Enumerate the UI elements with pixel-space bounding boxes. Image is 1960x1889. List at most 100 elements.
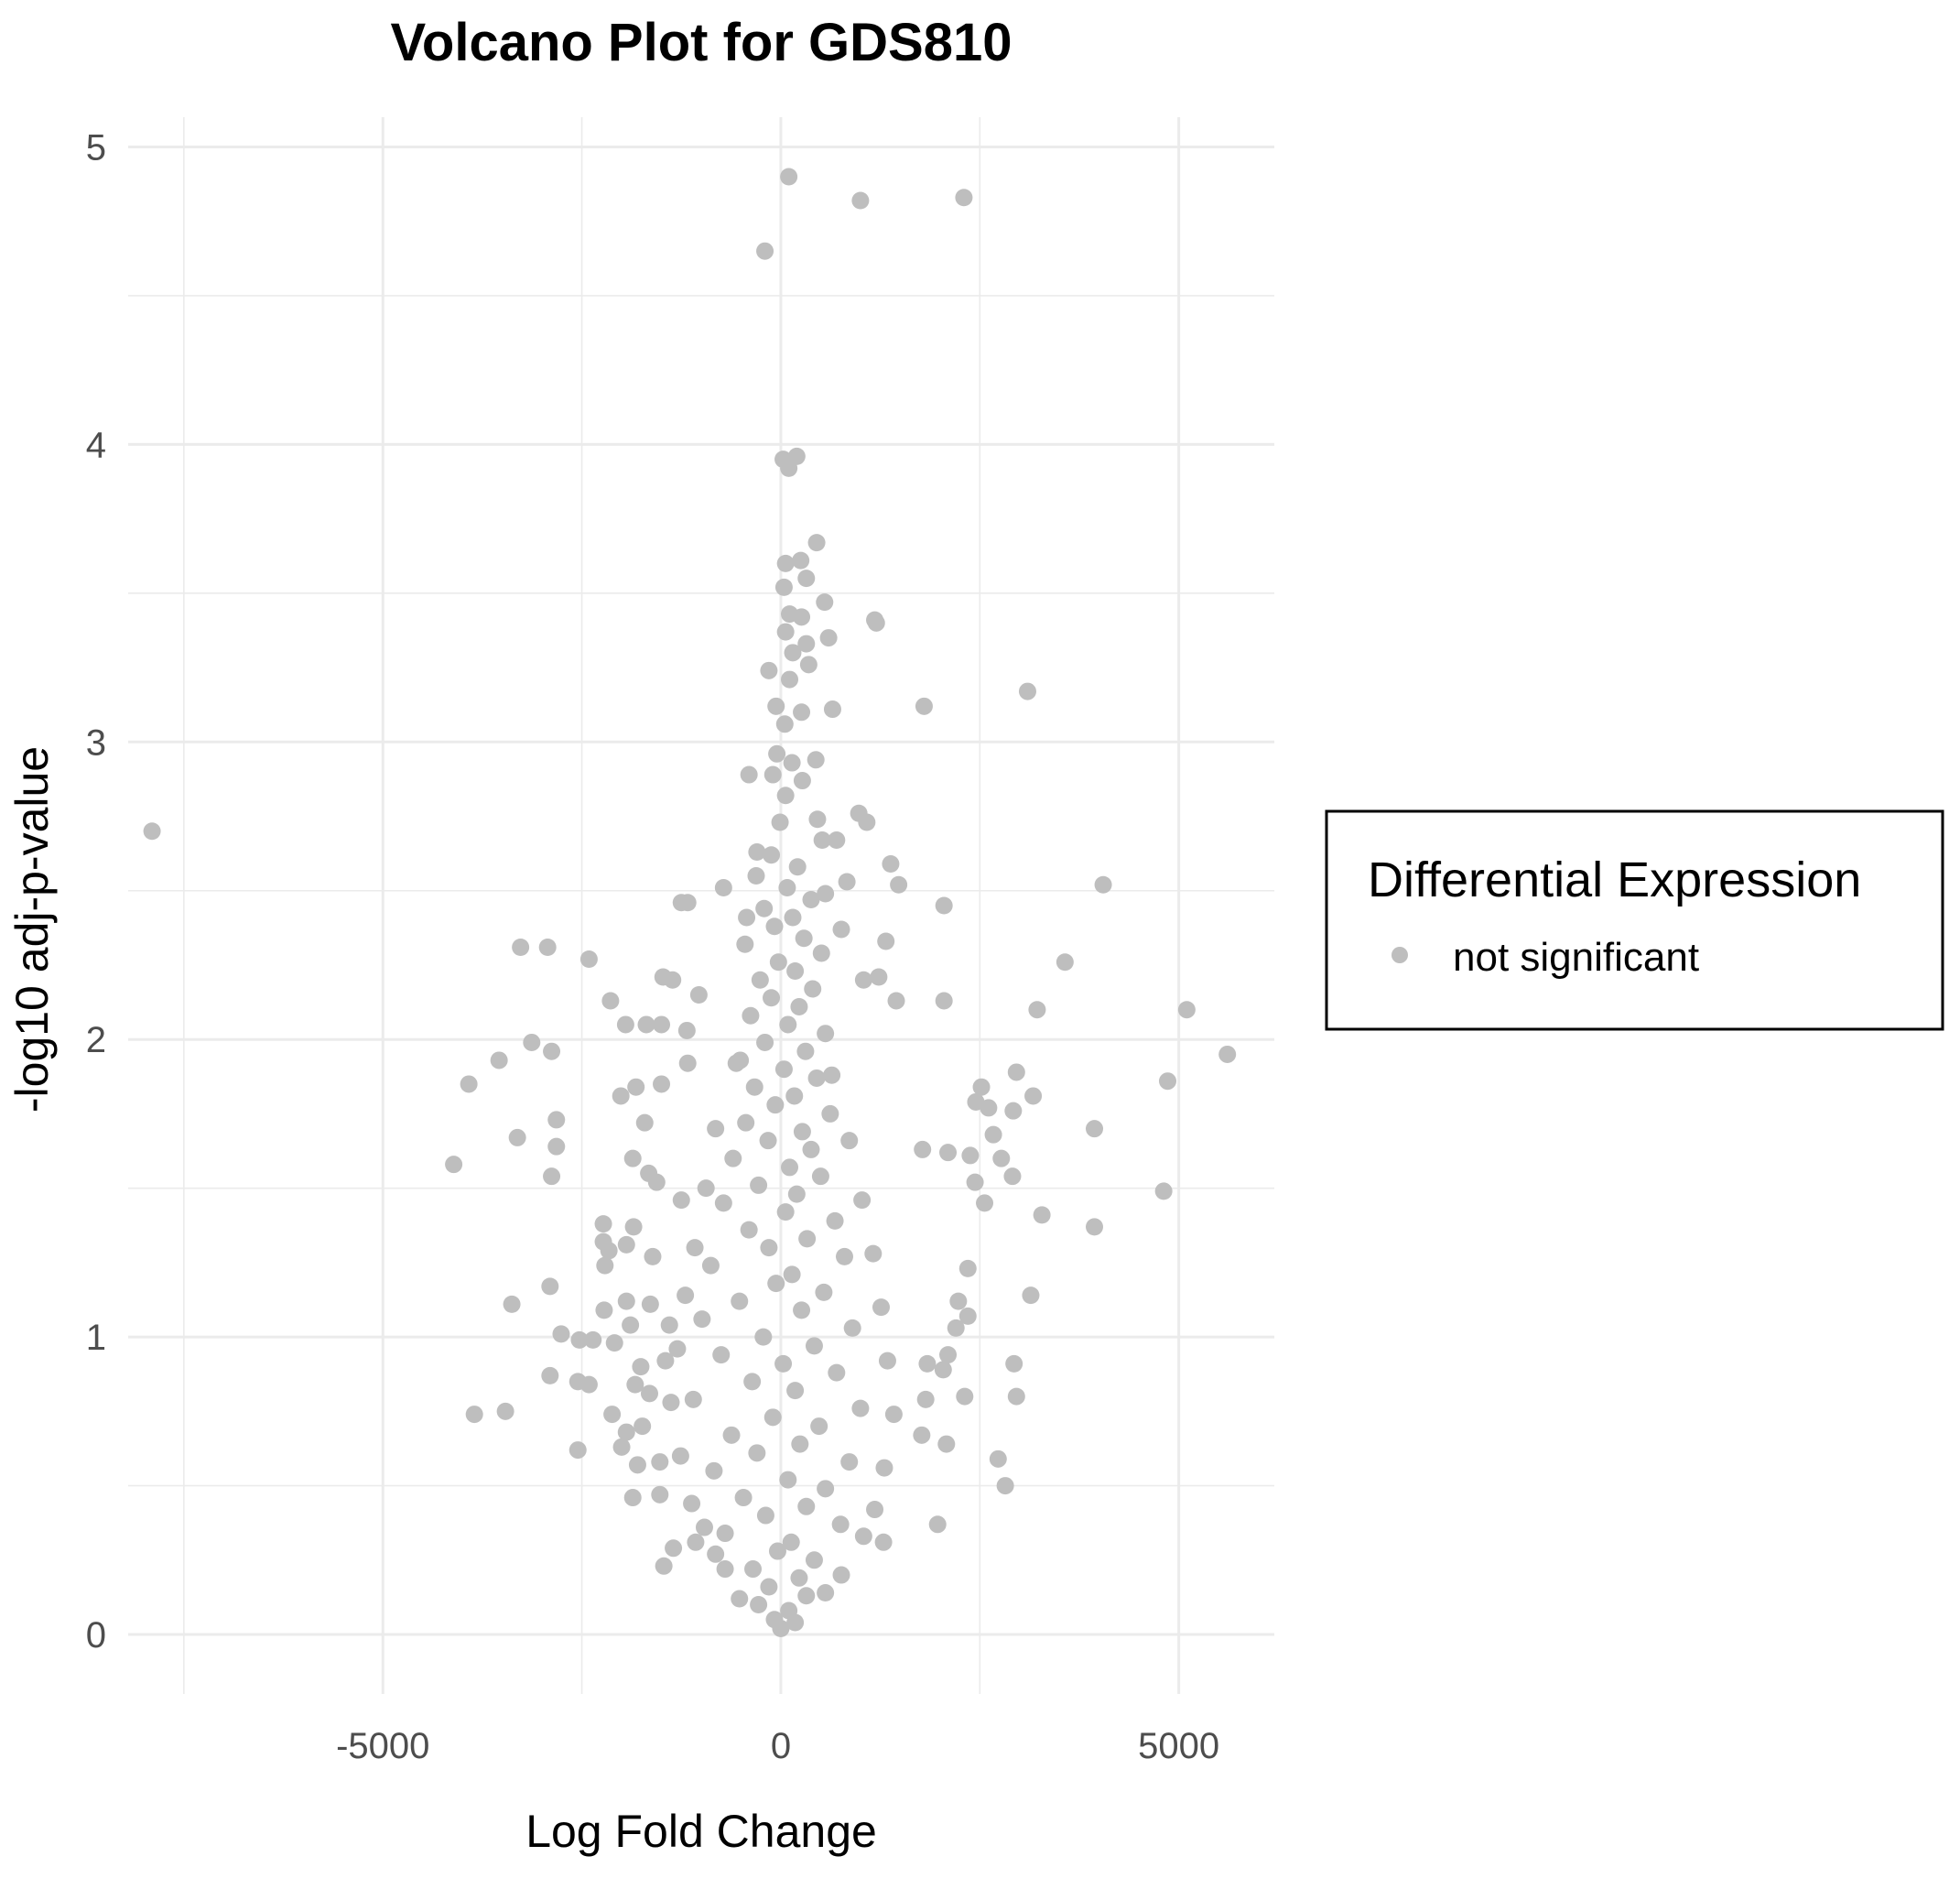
data-point [797, 570, 816, 588]
data-point [779, 1015, 797, 1034]
data-point [734, 1489, 753, 1507]
data-point [811, 1167, 829, 1186]
data-point [776, 787, 795, 805]
data-point [972, 1078, 991, 1096]
data-point [626, 1375, 644, 1394]
data-point [678, 1054, 697, 1072]
data-point [786, 1613, 805, 1632]
data-point [866, 1501, 884, 1519]
data-point [656, 1352, 675, 1370]
data-point [817, 1480, 835, 1498]
data-point [747, 867, 765, 885]
data-point [756, 1033, 774, 1051]
data-point [617, 1292, 635, 1310]
data-point [644, 1247, 662, 1265]
data-point [815, 1283, 833, 1301]
data-point [793, 772, 811, 790]
data-point [807, 751, 825, 769]
data-point [624, 1218, 643, 1236]
data-point [792, 551, 810, 570]
data-point [781, 1158, 799, 1177]
data-point [768, 1542, 786, 1560]
data-point [731, 1292, 749, 1310]
data-point [763, 989, 781, 1007]
x-tick-label: -5000 [336, 1726, 429, 1766]
data-point [693, 1310, 711, 1329]
data-point [875, 1459, 893, 1477]
data-point [823, 700, 841, 719]
chart-title: Volcano Plot for GDS810 [391, 13, 1012, 72]
data-point [605, 1334, 623, 1352]
data-point [712, 1346, 731, 1364]
data-point [776, 1203, 795, 1221]
data-point [884, 1406, 903, 1424]
data-point [774, 578, 793, 596]
data-point [1018, 682, 1036, 700]
data-point [668, 1340, 687, 1358]
data-point [637, 1015, 655, 1034]
data-point [958, 1259, 977, 1277]
data-point [766, 1096, 785, 1114]
data-point [600, 1242, 618, 1260]
data-point [677, 1286, 695, 1305]
legend: Differential Expression not significant [1325, 809, 1944, 1031]
data-point [584, 1330, 602, 1349]
legend-label-not-significant: not significant [1453, 935, 1699, 980]
data-point [1024, 1087, 1043, 1105]
data-point [722, 1426, 741, 1444]
data-point [707, 1545, 725, 1563]
data-point [543, 1167, 561, 1186]
data-point [796, 1042, 815, 1060]
data-point [851, 191, 870, 210]
data-point [935, 992, 953, 1010]
data-point [780, 168, 798, 186]
legend-box [1325, 809, 1944, 1031]
data-point [623, 1149, 642, 1167]
data-point [740, 1221, 758, 1239]
data-point [992, 1149, 1011, 1167]
data-point [653, 1015, 671, 1034]
data-point [996, 1477, 1014, 1495]
data-point [603, 1406, 622, 1424]
data-point [622, 1316, 640, 1334]
data-point [878, 1352, 896, 1370]
data-point [751, 971, 769, 989]
data-point [836, 1247, 853, 1265]
data-point [767, 1275, 785, 1293]
data-point [854, 1527, 872, 1546]
data-point [687, 1533, 705, 1551]
data-point [778, 879, 796, 897]
data-point [797, 1587, 816, 1605]
data-point [538, 938, 557, 956]
data-point [1154, 1182, 1173, 1200]
data-point [1003, 1167, 1022, 1186]
data-point [802, 1140, 820, 1158]
data-point [760, 661, 778, 679]
data-point [915, 697, 933, 715]
data-point [858, 813, 876, 831]
data-point [651, 1485, 669, 1504]
data-point [617, 1235, 635, 1254]
data-point [840, 1132, 859, 1150]
data-point [774, 1060, 793, 1079]
data-point [635, 1113, 654, 1132]
y-tick-label: 2 [86, 1020, 106, 1060]
data-point [826, 1211, 844, 1230]
data-point [934, 1361, 952, 1379]
data-point [877, 932, 895, 950]
data-point [1007, 1063, 1025, 1081]
data-point [797, 1497, 816, 1515]
data-point [684, 1390, 702, 1408]
data-point [465, 1406, 483, 1424]
data-point [935, 896, 953, 915]
data-point [655, 1557, 673, 1575]
data-point [853, 1191, 872, 1210]
data-point [579, 1375, 598, 1394]
data-point [828, 831, 846, 850]
data-point [1086, 1120, 1104, 1138]
data-point [966, 1173, 984, 1191]
data-point [686, 1239, 704, 1257]
data-point [782, 1533, 800, 1551]
data-point [1086, 1218, 1104, 1236]
